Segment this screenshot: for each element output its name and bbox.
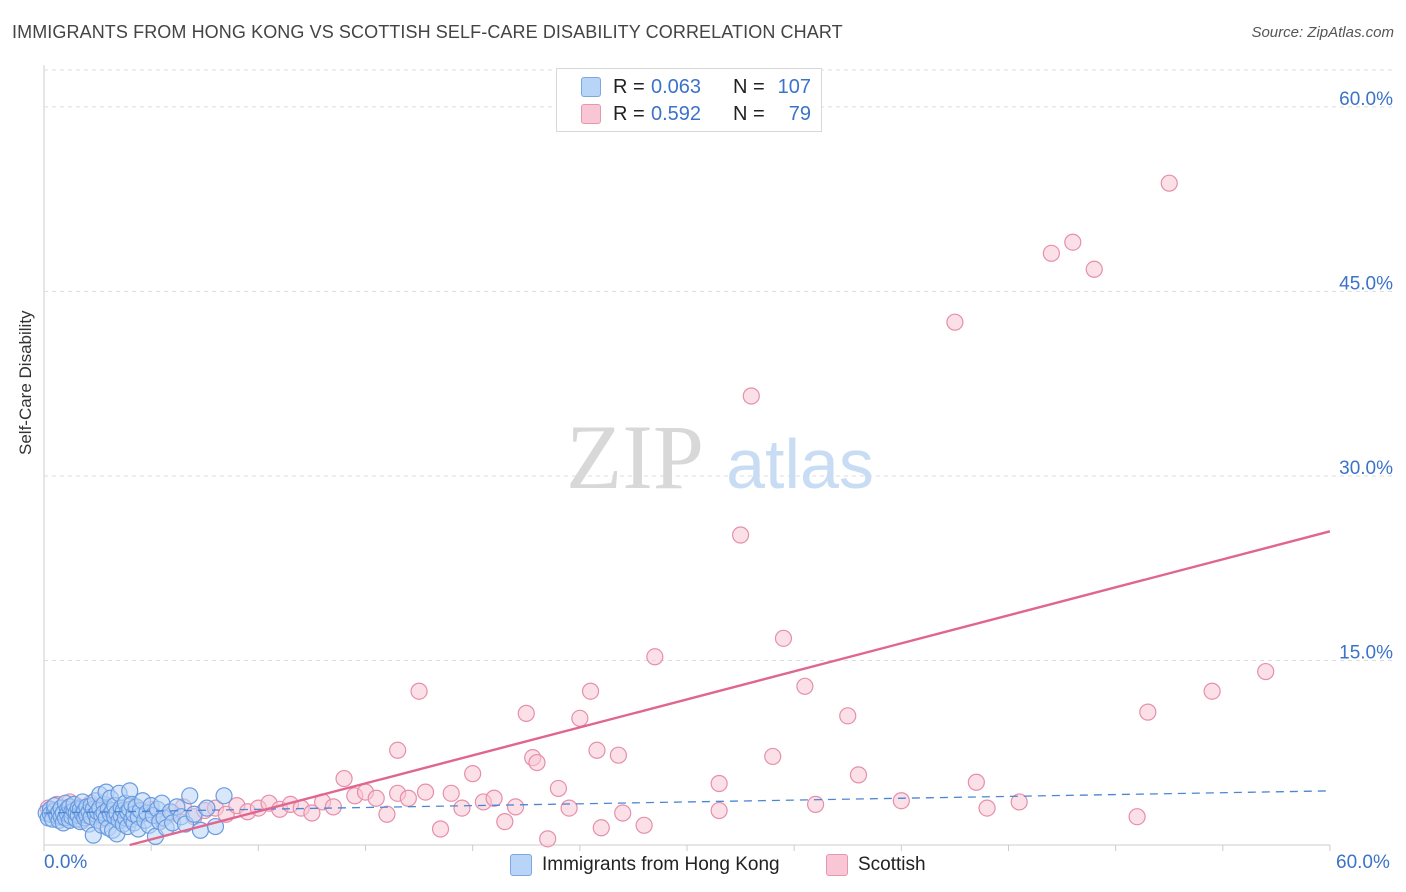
hongkong-point xyxy=(181,787,199,805)
scottish-point xyxy=(399,789,417,807)
scottish-point xyxy=(588,741,606,759)
gridlines xyxy=(43,65,1395,851)
scottish-point xyxy=(731,526,750,544)
scottish-point xyxy=(571,709,589,727)
scottish-point xyxy=(539,830,557,848)
stats-n-label: N = xyxy=(733,75,765,98)
scottish-point xyxy=(614,804,632,822)
y-tick-label: 60.0% xyxy=(1339,89,1393,110)
series-hongkong-points xyxy=(37,782,233,845)
scottish-point xyxy=(303,804,321,822)
hongkong-point xyxy=(215,787,233,805)
scottish-point xyxy=(324,798,342,816)
y-tick-label: 45.0% xyxy=(1339,273,1393,294)
legend-swatch-blue xyxy=(510,854,532,876)
scottish-point xyxy=(892,792,910,810)
legend-label-hongkong: Immigrants from Hong Kong xyxy=(542,854,780,875)
stats-row-scottish: R = 0.592 N = 79 xyxy=(581,101,811,127)
scottish-point xyxy=(710,774,728,793)
scottish-point xyxy=(528,753,546,772)
scottish-point xyxy=(560,799,578,817)
scottish-point xyxy=(416,783,435,801)
scottish-point xyxy=(1139,703,1157,721)
scottish-point xyxy=(764,747,782,766)
y-tick-labels: 15.0% 30.0% 45.0% 60.0% xyxy=(1339,89,1393,664)
stats-swatch-pink xyxy=(581,104,601,124)
correlation-stats-box: R = 0.063 N = 107 R = 0.592 N = 79 xyxy=(556,68,822,132)
x-tick-max: 60.0% xyxy=(1336,852,1390,873)
scottish-point xyxy=(796,677,814,695)
scottish-point xyxy=(849,766,868,784)
chart-title: IMMIGRANTS FROM HONG KONG VS SCOTTISH SE… xyxy=(12,22,843,42)
scottish-point xyxy=(581,682,600,700)
scottish-point xyxy=(774,629,793,647)
scottish-point xyxy=(710,801,728,820)
scottish-point xyxy=(978,799,996,817)
scottish-point xyxy=(1160,174,1178,192)
stats-n-value: 107 xyxy=(777,75,811,98)
scottish-point xyxy=(335,769,353,788)
trend-lines xyxy=(43,530,1331,847)
scottish-point xyxy=(496,813,514,831)
scottish-point xyxy=(946,313,964,331)
stats-r-label: R = xyxy=(613,102,645,125)
scottish-point xyxy=(1203,682,1221,700)
scottish-point xyxy=(635,816,653,834)
scottish-trend-line xyxy=(129,530,1331,847)
scottish-point xyxy=(367,789,385,807)
y-axis-label: Self-Care Disability xyxy=(16,310,35,455)
scottish-point xyxy=(1064,233,1082,251)
scottish-point xyxy=(1010,793,1028,811)
hongkong-trend-line xyxy=(43,790,1331,814)
stats-row-hongkong: R = 0.063 N = 107 xyxy=(581,74,811,100)
scottish-point xyxy=(506,798,525,816)
scottish-point xyxy=(378,805,396,823)
stats-r-value: 0.592 xyxy=(651,102,702,125)
watermark-zip: ZIP xyxy=(566,406,704,508)
hongkong-point xyxy=(198,799,216,817)
scottish-point xyxy=(431,820,450,838)
scottish-point xyxy=(442,784,460,802)
series-scottish-points xyxy=(39,174,1275,848)
y-tick-label: 30.0% xyxy=(1339,458,1393,479)
scottish-point xyxy=(646,648,664,666)
scottish-point xyxy=(806,795,825,814)
source-credit: Source: ZipAtlas.com xyxy=(1251,24,1394,41)
scottish-point xyxy=(464,765,482,783)
stats-r-label: R = xyxy=(613,75,645,98)
stats-swatch-blue xyxy=(581,77,601,97)
scottish-point xyxy=(389,741,407,759)
legend-swatch-pink xyxy=(826,854,848,876)
scottish-point xyxy=(1042,244,1060,262)
scottish-point xyxy=(1257,662,1275,681)
scottish-point xyxy=(1085,260,1103,278)
scottish-point xyxy=(967,773,985,791)
scottish-point xyxy=(609,746,628,764)
watermark: ZIP atlas xyxy=(566,406,874,508)
stats-r-value: 0.063 xyxy=(651,75,702,98)
legend-label-scottish: Scottish xyxy=(858,854,926,875)
scottish-point xyxy=(485,789,503,807)
scottish-point xyxy=(592,819,610,837)
scottish-point xyxy=(453,799,471,817)
y-tick-label: 15.0% xyxy=(1339,642,1393,663)
x-tick-min: 0.0% xyxy=(44,852,88,873)
scottish-point xyxy=(517,704,535,722)
legend-item-scottish[interactable]: Scottish xyxy=(826,852,926,878)
scottish-point xyxy=(839,707,857,725)
watermark-atlas: atlas xyxy=(726,425,874,503)
legend-item-hongkong[interactable]: Immigrants from Hong Kong xyxy=(510,852,780,878)
stats-n-value: 79 xyxy=(788,102,811,125)
stats-n-label: N = xyxy=(733,102,765,125)
scottish-point xyxy=(742,387,760,405)
scottish-point xyxy=(410,682,428,700)
scottish-point xyxy=(1128,808,1146,826)
scottish-point xyxy=(549,779,568,798)
